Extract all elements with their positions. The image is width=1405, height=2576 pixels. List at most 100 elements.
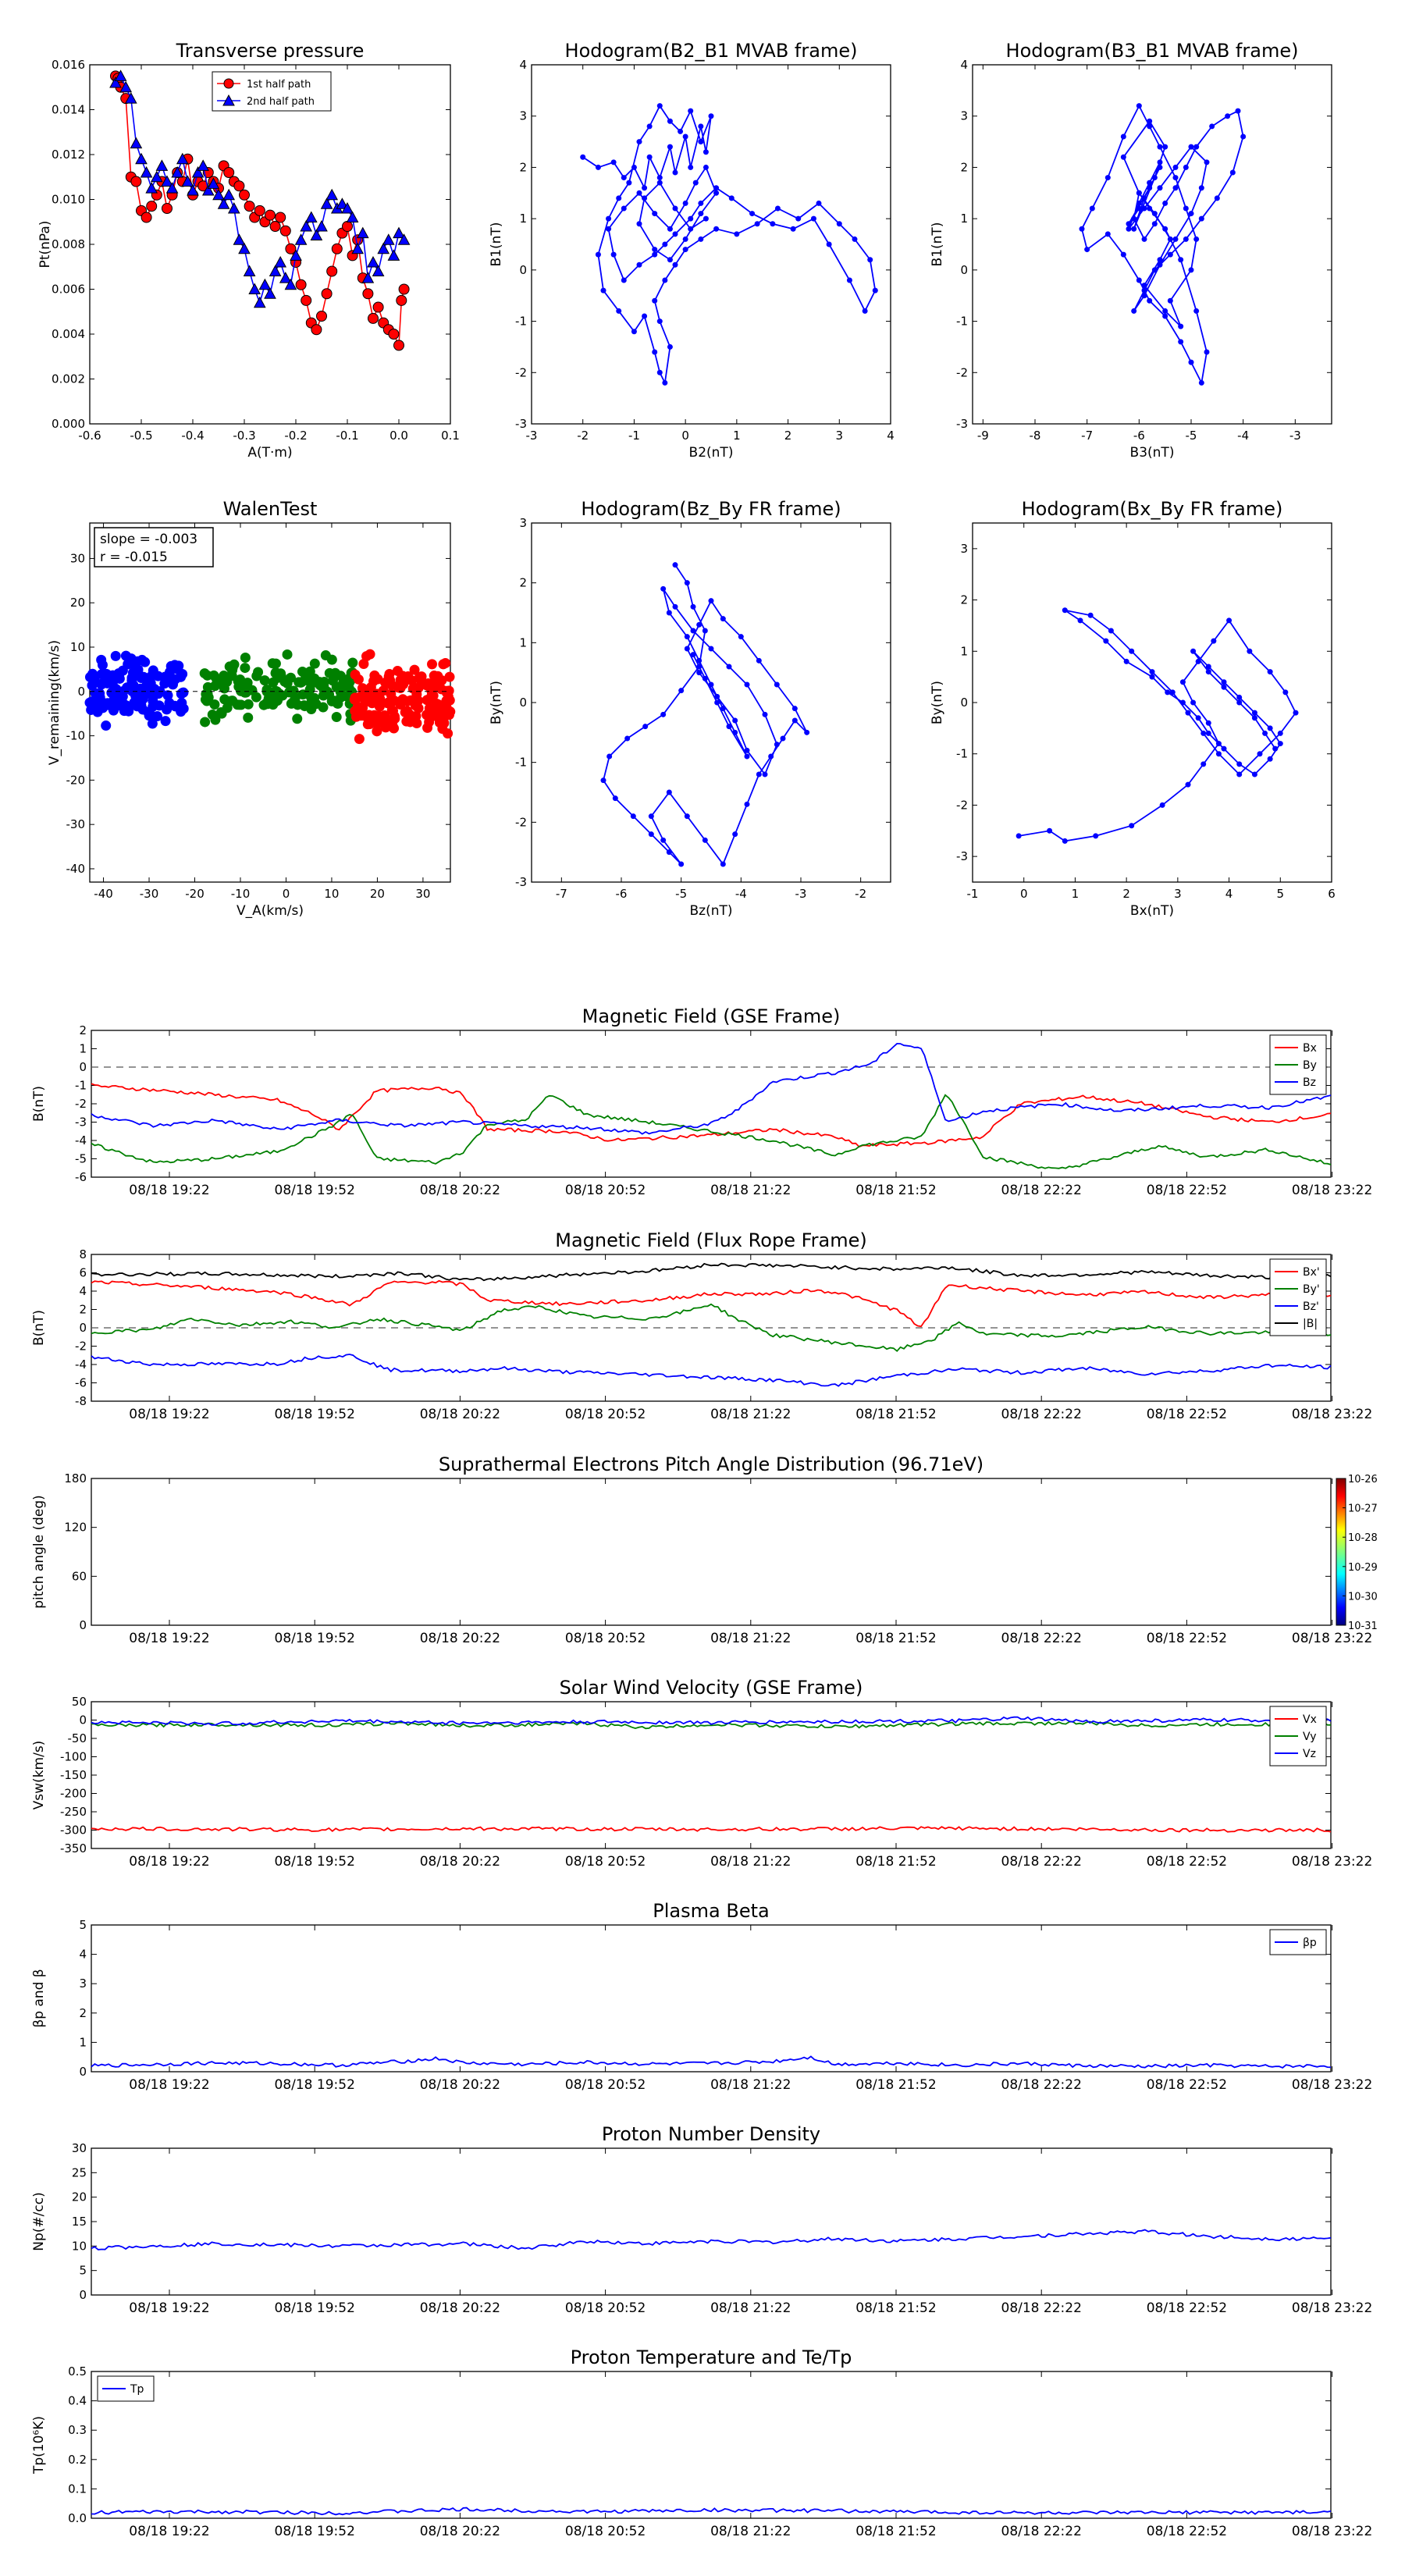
data-point	[734, 231, 740, 237]
y-tick-label: 2	[79, 1023, 87, 1037]
legend-marker	[223, 78, 234, 89]
y-tick-label: 50	[72, 1695, 87, 1709]
data-point	[116, 690, 126, 701]
x-tick-label: 08/18 22:52	[1147, 1407, 1227, 1422]
y-tick-label: -3	[75, 1115, 87, 1130]
data-point	[272, 695, 283, 706]
data-point	[279, 225, 291, 237]
data-point	[631, 329, 637, 335]
data-point	[708, 646, 714, 652]
y-tick-label: 1	[960, 644, 968, 658]
data-point	[233, 180, 245, 192]
x-tick-label: 08/18 19:52	[275, 1407, 355, 1422]
chart-vel: Solar Wind Velocity (GSE Frame) -350 -300 -…	[31, 1677, 1372, 1870]
data-point	[744, 681, 750, 688]
x-tick-label: 08/18 21:22	[710, 2524, 791, 2539]
data-point	[1235, 108, 1241, 114]
y-axis-label: B1(nT)	[930, 222, 945, 267]
data-point	[97, 678, 108, 688]
data-point	[1247, 648, 1253, 654]
data-point	[108, 670, 119, 681]
y-axis-label: Np(#/cc)	[31, 2192, 47, 2250]
data-point	[1141, 293, 1147, 299]
x-tick-label: 08/18 23:22	[1292, 2300, 1372, 2316]
data-point	[672, 603, 678, 610]
data-point	[774, 681, 780, 688]
data-point	[191, 165, 205, 178]
data-point	[238, 242, 251, 254]
data-point	[178, 687, 189, 698]
data-point	[1151, 221, 1158, 227]
data-point	[1200, 730, 1207, 736]
y-tick-label: 0	[79, 1321, 87, 1335]
data-point	[656, 318, 663, 325]
data-point	[672, 262, 678, 268]
plot-area	[91, 2147, 1332, 2296]
data-point	[140, 212, 152, 223]
chart-title: Hodogram(B3_B1 MVAB frame)	[1006, 40, 1299, 62]
y-tick-label: 5	[79, 2264, 87, 2278]
x-tick-label: 08/18 22:22	[1001, 1407, 1082, 1422]
legend-label: By	[1303, 1059, 1317, 1072]
data-point	[720, 616, 726, 622]
data-point	[227, 201, 240, 214]
data-point	[749, 211, 756, 217]
data-point	[285, 243, 297, 254]
data-point	[720, 861, 726, 867]
data-point	[1103, 638, 1109, 644]
data-point	[1240, 133, 1247, 140]
data-point	[1188, 267, 1194, 273]
data-point	[297, 666, 308, 677]
x-tick-label: 08/18 23:22	[1292, 2524, 1372, 2539]
y-tick-label: 15	[72, 2215, 87, 2229]
x-tick-label: 0.0	[389, 429, 408, 443]
data-point	[201, 183, 215, 196]
data-point	[610, 159, 617, 165]
data-point	[393, 340, 404, 351]
chart-fr: Magnetic Field (Flux Rope Frame) -8 -6 -4 -2…	[31, 1229, 1372, 1422]
data-point	[726, 724, 732, 730]
x-tick-label: 08/18 21:52	[855, 2524, 936, 2539]
data-point	[325, 188, 339, 201]
x-tick-label: 08/18 21:22	[710, 1183, 791, 1198]
data-point	[176, 671, 187, 682]
data-point	[1159, 802, 1165, 808]
data-point	[642, 185, 648, 191]
data-point	[1162, 308, 1168, 314]
data-point	[1195, 658, 1201, 664]
data-point	[222, 676, 233, 687]
data-point	[377, 242, 390, 254]
data-point	[1172, 164, 1179, 170]
data-point	[253, 296, 266, 308]
data-point	[816, 200, 822, 206]
data-point	[259, 675, 270, 686]
x-tick-label: 0	[681, 429, 689, 443]
data-point	[210, 681, 221, 692]
data-point	[810, 215, 816, 222]
y-tick-label: 0.004	[52, 327, 85, 341]
data-point	[140, 656, 151, 667]
data-point	[358, 658, 369, 669]
data-point	[762, 771, 768, 777]
data-point	[404, 709, 414, 720]
data-point	[342, 221, 353, 232]
legend-marker	[222, 94, 235, 106]
data-point	[1149, 669, 1155, 675]
data-point	[150, 170, 163, 183]
data-point	[684, 580, 690, 586]
y-tick-label: -6	[75, 1170, 87, 1184]
data-point	[304, 211, 318, 222]
data-point	[265, 209, 276, 221]
data-point	[145, 678, 156, 688]
x-tick-label: 3	[1174, 887, 1182, 901]
y-axis-label: By(nT)	[930, 681, 945, 724]
y-tick-label: 25	[72, 2165, 87, 2179]
data-point	[202, 670, 213, 681]
chart-title: Magnetic Field (GSE Frame)	[582, 1005, 841, 1027]
data-point	[336, 197, 349, 209]
data-point	[276, 671, 286, 682]
data-point	[1120, 154, 1126, 160]
x-tick-label: 08/18 23:22	[1292, 1407, 1372, 1422]
data-point	[606, 215, 612, 222]
annotation-text: slope = -0.003	[100, 532, 197, 547]
